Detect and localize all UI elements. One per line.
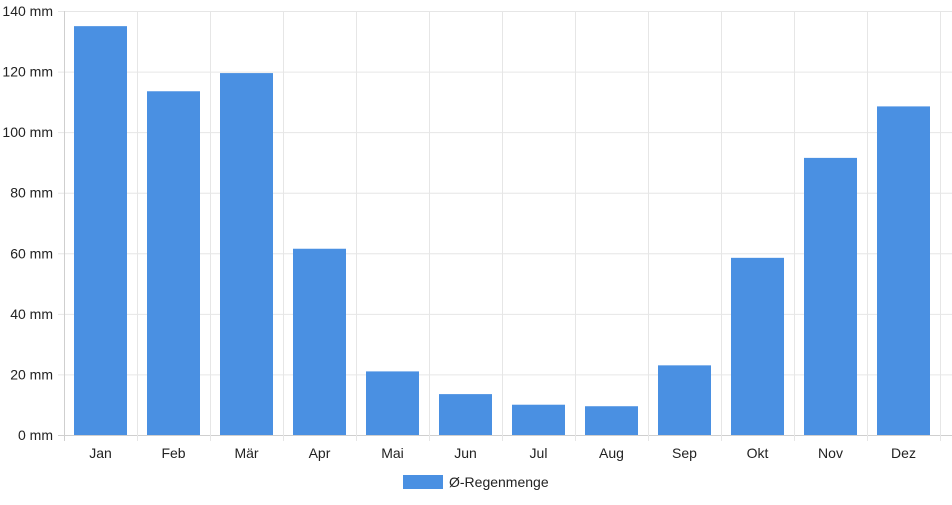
bar-apr[interactable] xyxy=(293,248,346,435)
y-tick-label: 120 mm xyxy=(2,64,53,80)
x-tick-label: Jun xyxy=(454,445,477,461)
bar-jan[interactable] xyxy=(74,26,127,436)
legend-swatch xyxy=(403,475,443,489)
bar-feb[interactable] xyxy=(147,91,200,435)
bar-jun[interactable] xyxy=(439,394,492,435)
legend-label: Ø-Regenmenge xyxy=(449,474,549,490)
y-tick-label: 40 mm xyxy=(10,306,53,322)
bar-okt[interactable] xyxy=(731,257,784,435)
bar-dez[interactable] xyxy=(877,106,930,436)
bar-jul[interactable] xyxy=(512,404,565,435)
x-axis: Jan Feb Mär Apr Mai Jun Jul Aug Sep Okt Nov Dez xyxy=(89,445,916,461)
y-tick-label: 20 mm xyxy=(10,366,53,382)
bar-mär[interactable] xyxy=(220,73,273,435)
x-tick-label: Apr xyxy=(309,445,331,461)
bar-sep[interactable] xyxy=(658,365,711,435)
x-tick-label: Okt xyxy=(747,445,769,461)
bar-mai[interactable] xyxy=(366,371,419,435)
x-tick-label: Aug xyxy=(599,445,624,461)
y-axis: 0 mm 20 mm 40 mm 60 mm 80 mm 100 mm 120 mm 140 … xyxy=(2,3,53,443)
x-tick-label: Dez xyxy=(891,445,916,461)
x-tick-label: Feb xyxy=(161,445,185,461)
bar-nov[interactable] xyxy=(804,157,857,435)
x-tick-label: Nov xyxy=(818,445,843,461)
x-tick-label: Jul xyxy=(530,445,548,461)
legend[interactable]: Ø-Regenmenge xyxy=(403,474,549,490)
y-tick-label: 0 mm xyxy=(18,427,53,443)
y-tick-label: 100 mm xyxy=(2,124,53,140)
y-tick-label: 60 mm xyxy=(10,245,53,261)
x-tick-label: Mär xyxy=(234,445,258,461)
y-tick-label: 80 mm xyxy=(10,185,53,201)
x-tick-label: Sep xyxy=(672,445,697,461)
x-tick-label: Jan xyxy=(89,445,112,461)
grid xyxy=(58,11,952,441)
y-tick-label: 140 mm xyxy=(2,3,53,19)
bar-aug[interactable] xyxy=(585,406,638,435)
bars xyxy=(74,26,930,436)
x-tick-label: Mai xyxy=(381,445,404,461)
